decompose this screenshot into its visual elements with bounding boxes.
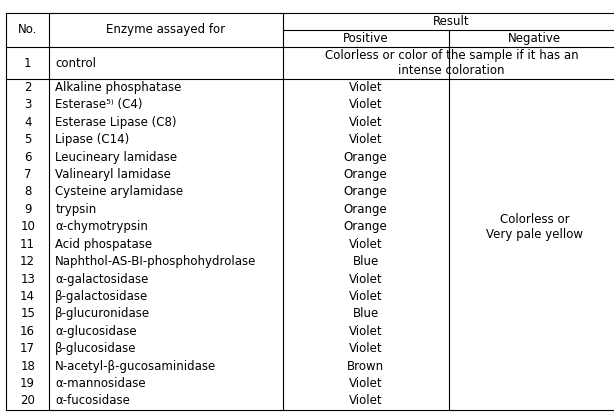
Text: 11: 11	[20, 238, 35, 251]
Text: Orange: Orange	[344, 168, 387, 181]
Text: 12: 12	[20, 255, 35, 268]
Text: Violet: Violet	[349, 342, 383, 355]
Text: Violet: Violet	[349, 290, 383, 303]
Text: No.: No.	[18, 23, 38, 36]
Text: Violet: Violet	[349, 395, 383, 408]
Text: 17: 17	[20, 342, 35, 355]
Text: Brown: Brown	[347, 359, 384, 372]
Text: 15: 15	[20, 307, 35, 320]
Text: Violet: Violet	[349, 273, 383, 285]
Text: Valinearyl lamidase: Valinearyl lamidase	[55, 168, 171, 181]
Text: α-mannosidase: α-mannosidase	[55, 377, 146, 390]
Text: α-galactosidase: α-galactosidase	[55, 273, 149, 285]
Text: Alkaline phosphatase: Alkaline phosphatase	[55, 81, 181, 94]
Text: β-glucosidase: β-glucosidase	[55, 342, 137, 355]
Text: 6: 6	[24, 150, 31, 163]
Text: α-fucosidase: α-fucosidase	[55, 395, 130, 408]
Text: Orange: Orange	[344, 220, 387, 233]
Text: α-glucosidase: α-glucosidase	[55, 325, 137, 338]
Text: trypsin: trypsin	[55, 203, 97, 216]
Text: β-galactosidase: β-galactosidase	[55, 290, 149, 303]
Text: Orange: Orange	[344, 186, 387, 199]
Text: control: control	[55, 56, 97, 69]
Text: 5: 5	[24, 133, 31, 146]
Text: 19: 19	[20, 377, 35, 390]
Text: Blue: Blue	[352, 255, 379, 268]
Text: Enzyme assayed for: Enzyme assayed for	[106, 23, 226, 36]
Text: 1: 1	[24, 56, 31, 69]
Text: 20: 20	[20, 395, 35, 408]
Text: Violet: Violet	[349, 116, 383, 129]
Text: Blue: Blue	[352, 307, 379, 320]
Text: Leucineary lamidase: Leucineary lamidase	[55, 150, 178, 163]
Text: Lipase (C14): Lipase (C14)	[55, 133, 130, 146]
Text: Negative: Negative	[508, 32, 561, 45]
Text: 10: 10	[20, 220, 35, 233]
Text: N-acetyl-β-gucosaminidase: N-acetyl-β-gucosaminidase	[55, 359, 216, 372]
Text: 13: 13	[20, 273, 35, 285]
Text: 18: 18	[20, 359, 35, 372]
Text: α-chymotrypsin: α-chymotrypsin	[55, 220, 148, 233]
Text: 4: 4	[24, 116, 31, 129]
Text: 14: 14	[20, 290, 35, 303]
Text: Violet: Violet	[349, 377, 383, 390]
Text: Violet: Violet	[349, 81, 383, 94]
Text: 9: 9	[24, 203, 31, 216]
Text: Naphthol-AS-BI-phosphohydrolase: Naphthol-AS-BI-phosphohydrolase	[55, 255, 256, 268]
Text: Orange: Orange	[344, 150, 387, 163]
Text: 8: 8	[24, 186, 31, 199]
Text: 16: 16	[20, 325, 35, 338]
Text: Esterase⁵⁾ (C4): Esterase⁵⁾ (C4)	[55, 98, 143, 111]
Text: Violet: Violet	[349, 98, 383, 111]
Text: Violet: Violet	[349, 133, 383, 146]
Text: Cysteine arylamidase: Cysteine arylamidase	[55, 186, 183, 199]
Text: Violet: Violet	[349, 238, 383, 251]
Text: Acid phospatase: Acid phospatase	[55, 238, 153, 251]
Text: 2: 2	[24, 81, 31, 94]
Text: Colorless or
Very pale yellow: Colorless or Very pale yellow	[486, 213, 583, 241]
Text: 7: 7	[24, 168, 31, 181]
Text: Colorless or color of the sample if it has an
intense coloration: Colorless or color of the sample if it h…	[325, 49, 579, 77]
Text: Positive: Positive	[343, 32, 389, 45]
Text: β-glucuronidase: β-glucuronidase	[55, 307, 151, 320]
Text: 3: 3	[24, 98, 31, 111]
Text: Violet: Violet	[349, 325, 383, 338]
Text: Result: Result	[434, 15, 470, 28]
Text: Orange: Orange	[344, 203, 387, 216]
Text: Esterase Lipase (C8): Esterase Lipase (C8)	[55, 116, 177, 129]
